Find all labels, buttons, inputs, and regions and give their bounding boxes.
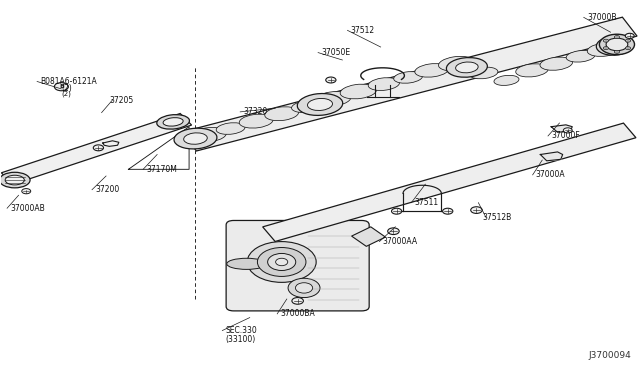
Ellipse shape (157, 115, 189, 129)
Ellipse shape (276, 258, 288, 266)
Ellipse shape (516, 64, 548, 77)
Polygon shape (551, 125, 572, 132)
Ellipse shape (340, 84, 376, 99)
Ellipse shape (540, 57, 573, 70)
Ellipse shape (247, 241, 316, 282)
Circle shape (93, 145, 104, 151)
Text: J3700094: J3700094 (589, 351, 632, 360)
Text: 37320: 37320 (243, 108, 268, 116)
Ellipse shape (446, 58, 488, 77)
Circle shape (443, 208, 453, 214)
Ellipse shape (596, 36, 631, 55)
Ellipse shape (163, 118, 183, 126)
Text: 37511: 37511 (415, 198, 438, 207)
Ellipse shape (315, 92, 351, 106)
Ellipse shape (307, 99, 333, 110)
Text: 37512B: 37512B (483, 213, 512, 222)
Text: 37000B: 37000B (587, 13, 616, 22)
Ellipse shape (0, 172, 30, 188)
Text: 37000BA: 37000BA (280, 310, 315, 318)
Text: B081A6-6121A: B081A6-6121A (40, 77, 97, 86)
Ellipse shape (600, 34, 634, 55)
Text: B: B (59, 84, 64, 89)
Ellipse shape (606, 38, 628, 51)
Circle shape (292, 298, 303, 304)
Ellipse shape (227, 258, 266, 269)
Ellipse shape (566, 51, 595, 62)
Ellipse shape (268, 253, 296, 270)
Text: 37205: 37205 (109, 96, 134, 105)
Ellipse shape (190, 128, 227, 142)
Polygon shape (182, 17, 637, 151)
Text: 37170M: 37170M (147, 165, 177, 174)
Circle shape (614, 36, 620, 38)
Text: (33100): (33100) (225, 335, 256, 344)
Ellipse shape (298, 93, 342, 115)
Ellipse shape (469, 67, 498, 79)
Text: 37000AA: 37000AA (383, 237, 418, 246)
Ellipse shape (265, 107, 299, 121)
Circle shape (470, 207, 482, 214)
Text: (2): (2) (61, 84, 72, 93)
Ellipse shape (415, 64, 449, 77)
Ellipse shape (368, 78, 399, 90)
Circle shape (388, 228, 399, 235)
Text: 37200: 37200 (95, 185, 120, 194)
Ellipse shape (588, 43, 621, 57)
Ellipse shape (604, 41, 623, 51)
Circle shape (614, 50, 620, 53)
Ellipse shape (5, 175, 24, 185)
Text: 37000A: 37000A (536, 170, 566, 179)
Ellipse shape (494, 76, 519, 86)
Ellipse shape (438, 56, 475, 71)
Polygon shape (262, 123, 636, 241)
Ellipse shape (394, 71, 422, 83)
Circle shape (22, 189, 31, 194)
Text: 37512: 37512 (351, 26, 375, 35)
Ellipse shape (456, 62, 478, 73)
Ellipse shape (216, 123, 245, 134)
Text: (2): (2) (61, 90, 71, 97)
Ellipse shape (184, 133, 207, 144)
Text: 37050E: 37050E (321, 48, 351, 57)
Ellipse shape (239, 114, 273, 128)
Circle shape (625, 33, 634, 38)
Text: SEC.330: SEC.330 (225, 326, 257, 335)
Ellipse shape (292, 101, 321, 112)
Circle shape (563, 128, 572, 133)
Polygon shape (1, 113, 191, 185)
Ellipse shape (296, 283, 313, 293)
Text: 37000AB: 37000AB (10, 204, 45, 213)
Ellipse shape (174, 128, 217, 149)
Circle shape (625, 46, 630, 49)
Ellipse shape (288, 278, 320, 298)
Ellipse shape (257, 247, 306, 276)
Circle shape (54, 83, 68, 91)
Polygon shape (351, 227, 385, 246)
Circle shape (604, 39, 609, 42)
Circle shape (326, 77, 336, 83)
FancyBboxPatch shape (226, 221, 369, 311)
Text: 37000F: 37000F (551, 131, 580, 141)
Circle shape (625, 39, 630, 42)
Circle shape (392, 208, 402, 214)
Circle shape (604, 46, 609, 49)
Polygon shape (540, 152, 563, 161)
